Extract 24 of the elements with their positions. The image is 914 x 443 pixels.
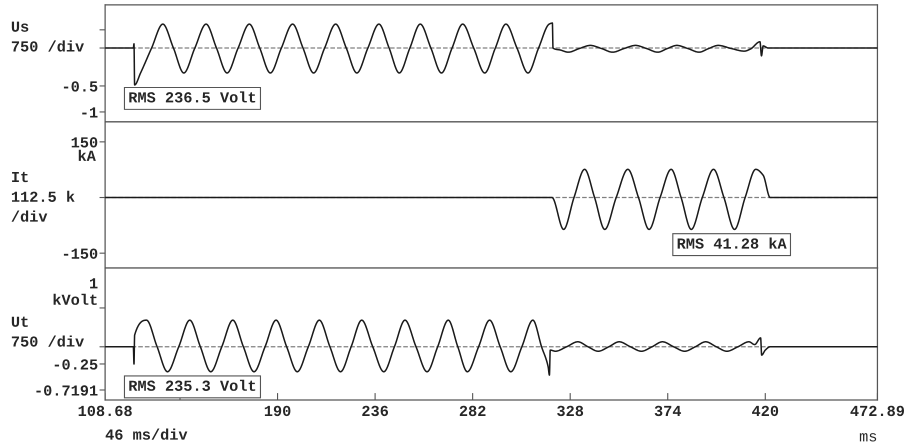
y-axis-title: Us 750 /div bbox=[12, 22, 84, 52]
x-axis-title: ms bbox=[860, 433, 876, 442]
x-tick-label: 236 bbox=[362, 406, 388, 416]
text: kA bbox=[78, 150, 96, 161]
annotation: RMS 235.3 Volt bbox=[129, 380, 256, 391]
x-tick-label: 472.89 bbox=[850, 406, 904, 416]
x-tick-label: 108.68 bbox=[78, 406, 132, 416]
y-tick-label: -0.7191 bbox=[36, 385, 98, 396]
y-tick-label: -0.5 bbox=[64, 81, 98, 92]
x-tick-label: 374 bbox=[654, 406, 682, 416]
x-tick-label: 420 bbox=[752, 406, 778, 416]
annotation: RMS 236.5 Volt bbox=[129, 91, 256, 103]
annotation: RMS 41.28 kA bbox=[678, 238, 787, 249]
y-tick-label: 1 kVolt bbox=[54, 278, 98, 305]
y-axis-title: Ut 750 /div bbox=[12, 316, 84, 347]
y-tick-label: 150 bbox=[72, 137, 98, 148]
y-tick-label: -0.25 bbox=[54, 359, 98, 370]
y-axis-title: It 112.5 k /div bbox=[12, 172, 75, 222]
y-tick-label: -150 bbox=[64, 248, 98, 259]
text: 46 ms/div bbox=[106, 428, 188, 440]
x-tick-label: 282 bbox=[460, 406, 486, 416]
x-tick-label: 328 bbox=[557, 406, 584, 416]
x-tick-label: 190 bbox=[264, 406, 290, 416]
y-tick-label: -1 bbox=[82, 107, 98, 118]
